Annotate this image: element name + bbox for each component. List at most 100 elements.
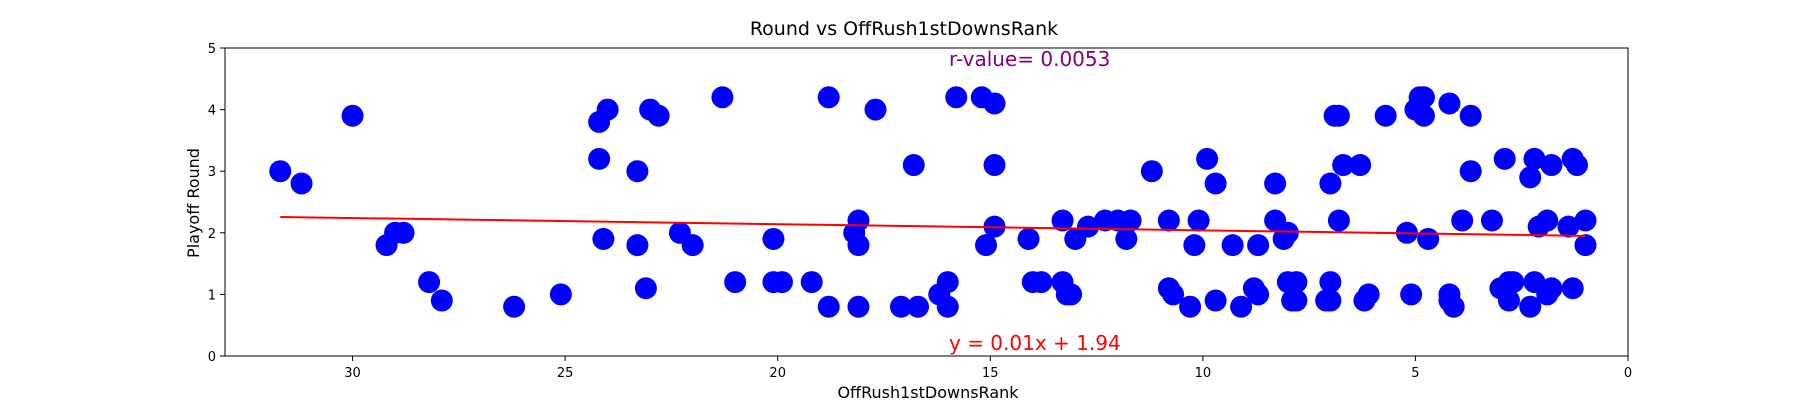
- scatter-point: [975, 234, 998, 257]
- scatter-point: [1247, 234, 1270, 257]
- scatter-point: [430, 289, 453, 312]
- scatter-point: [936, 295, 959, 318]
- scatter-point: [724, 271, 747, 294]
- scatter-point: [1442, 295, 1465, 318]
- scatter-point: [847, 295, 870, 318]
- scatter-point: [1183, 234, 1206, 257]
- x-tick-label: 15: [982, 366, 999, 381]
- regression-line: [280, 215, 1586, 237]
- x-tick-label: 10: [1195, 366, 1212, 381]
- scatter-point: [1162, 283, 1185, 306]
- scatter-point: [418, 271, 441, 294]
- scatter-points: [269, 86, 1597, 318]
- x-axis-label: OffRush1stDownsRank: [837, 383, 1019, 400]
- scatter-point: [1230, 295, 1253, 318]
- scatter-point: [1221, 234, 1244, 257]
- x-tick-label: 25: [557, 366, 574, 381]
- scatter-point: [902, 154, 925, 177]
- scatter-point: [1204, 289, 1227, 312]
- scatter-point: [1060, 283, 1083, 306]
- x-tick-label: 30: [344, 366, 361, 381]
- scatter-point: [906, 295, 929, 318]
- scatter-point: [1451, 209, 1474, 232]
- scatter-point: [1264, 172, 1287, 195]
- scatter-point: [1561, 277, 1584, 300]
- scatter-point: [1540, 154, 1563, 177]
- scatter-point: [549, 283, 572, 306]
- scatter-point: [1480, 209, 1503, 232]
- scatter-point: [1349, 154, 1372, 177]
- scatter-point: [1357, 283, 1380, 306]
- scatter-point: [1327, 104, 1350, 127]
- scatter-point: [1459, 160, 1482, 183]
- scatter-point: [1536, 209, 1559, 232]
- scatter-point: [1285, 271, 1308, 294]
- scatter-point: [1574, 234, 1597, 257]
- scatter-point: [817, 295, 840, 318]
- y-tick-label: 2: [208, 227, 216, 242]
- scatter-point: [1140, 160, 1163, 183]
- x-axis: 30 25 20 15 10 5 0: [344, 356, 1632, 381]
- scatter-point: [711, 86, 734, 109]
- scatter-point: [864, 98, 887, 121]
- scatter-point: [1412, 104, 1435, 127]
- scatter-point: [983, 92, 1006, 115]
- scatter-point: [1077, 215, 1100, 238]
- scatter-point: [1030, 271, 1053, 294]
- y-axis-label: Playoff Round: [184, 148, 203, 258]
- scatter-point: [936, 271, 959, 294]
- scatter-point: [1179, 295, 1202, 318]
- scatter-point: [1319, 172, 1342, 195]
- scatter-point: [800, 271, 823, 294]
- scatter-point: [1017, 227, 1040, 250]
- scatter-point: [1196, 147, 1219, 170]
- y-axis: 0 1 2 3 4 5: [208, 42, 225, 365]
- scatter-point: [1319, 271, 1342, 294]
- scatter-point: [1523, 147, 1546, 170]
- scatter-point: [269, 160, 292, 183]
- scatter-point: [592, 227, 615, 250]
- scatter-point: [983, 154, 1006, 177]
- y-tick-label: 4: [208, 104, 216, 119]
- scatter-point: [1412, 86, 1435, 109]
- scatter-point: [1157, 209, 1180, 232]
- scatter-point: [1557, 215, 1580, 238]
- y-tick-label: 0: [208, 350, 216, 365]
- scatter-point: [1119, 209, 1142, 232]
- scatter-point: [290, 172, 313, 195]
- scatter-point: [681, 234, 704, 257]
- scatter-point: [588, 147, 611, 170]
- scatter-point: [1276, 221, 1299, 244]
- scatter-point: [847, 234, 870, 257]
- scatter-point: [1051, 209, 1074, 232]
- scatter-point: [1493, 147, 1516, 170]
- scatter-point: [1519, 295, 1542, 318]
- scatter-point: [647, 104, 670, 127]
- scatter-point: [945, 86, 968, 109]
- scatter-point: [341, 104, 364, 127]
- scatter-point: [1332, 154, 1355, 177]
- scatter-point: [503, 295, 526, 318]
- scatter-point: [1285, 289, 1308, 312]
- scatter-point: [1247, 283, 1270, 306]
- scatter-point: [626, 234, 649, 257]
- scatter-point: [634, 277, 657, 300]
- scatter-point: [1519, 166, 1542, 189]
- x-tick-label: 20: [769, 366, 786, 381]
- scatter-point: [626, 160, 649, 183]
- scatter-point: [1374, 104, 1397, 127]
- plot-area-frame: [224, 47, 1629, 357]
- scatter-point: [1400, 283, 1423, 306]
- scatter-point: [770, 271, 793, 294]
- scatter-point: [762, 227, 785, 250]
- scatter-point: [1204, 172, 1227, 195]
- scatter-point: [847, 209, 870, 232]
- chart-title: Round vs OffRush1stDownsRank: [750, 18, 1058, 40]
- y-tick-label: 3: [208, 165, 216, 180]
- scatter-point: [596, 98, 619, 121]
- y-tick-label: 1: [208, 288, 216, 303]
- scatter-point: [1574, 209, 1597, 232]
- r-value-annotation: r-value= 0.0053: [949, 47, 1110, 71]
- scatter-point: [1319, 289, 1342, 312]
